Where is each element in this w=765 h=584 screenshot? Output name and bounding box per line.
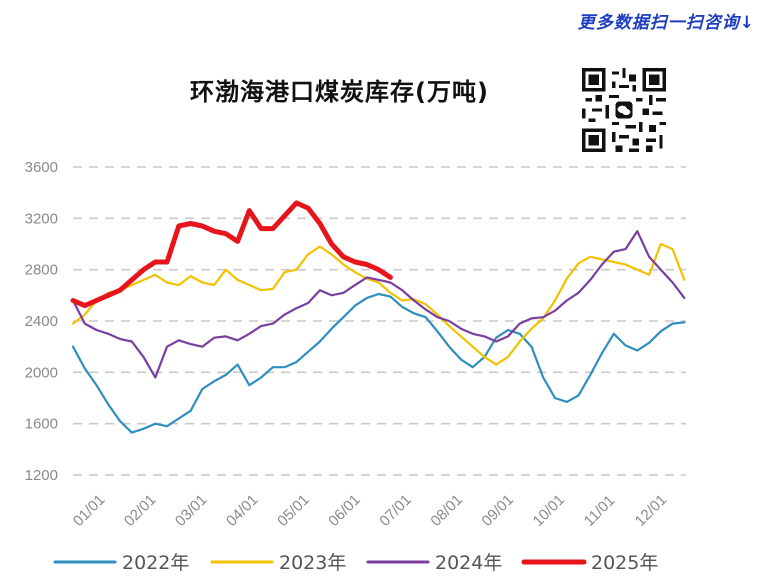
- x-tick-label: 10/01: [530, 491, 569, 530]
- x-tick-label: 12/01: [632, 491, 671, 530]
- chart-title: 环渤海港口煤炭库存(万吨): [190, 78, 489, 106]
- y-tick-label: 1600: [25, 416, 58, 433]
- scan-qr-link[interactable]: 更多数据扫一扫咨询↓: [577, 13, 755, 33]
- x-tick-label: 01/01: [70, 491, 109, 530]
- x-tick-label: 05/01: [274, 491, 313, 530]
- x-tick-label: 02/01: [121, 491, 160, 530]
- x-tick-label: 11/01: [581, 492, 619, 530]
- y-tick-label: 3200: [25, 210, 58, 227]
- series-line-2022年: [71, 292, 686, 434]
- x-tick-label: 03/01: [172, 491, 211, 530]
- y-tick-label: 2000: [25, 364, 58, 381]
- series-line-2023年: [71, 242, 686, 366]
- qr-code-icon: [582, 68, 666, 152]
- y-tick-label: 2800: [25, 262, 58, 279]
- y-tick-label: 3600: [25, 159, 58, 176]
- legend-label: 2023年: [279, 552, 346, 574]
- x-tick-label: 09/01: [478, 491, 517, 530]
- legend-label: 2024年: [435, 552, 502, 574]
- legend-label: 2022年: [122, 552, 189, 574]
- x-tick-label: 04/01: [223, 491, 262, 530]
- x-tick-label: 07/01: [376, 491, 415, 530]
- series-line-2025年: [70, 200, 393, 309]
- y-tick-label: 2400: [25, 313, 58, 330]
- x-tick-label: 06/01: [325, 491, 364, 530]
- y-tick-label: 1200: [25, 467, 58, 484]
- line-chart: 1200 1600 2000 2400 2800 3200 3600 01/01 02/01 0…: [25, 159, 686, 574]
- legend-label: 2025年: [591, 552, 658, 574]
- x-tick-label: 08/01: [427, 491, 466, 530]
- series-line-2024年: [71, 230, 686, 379]
